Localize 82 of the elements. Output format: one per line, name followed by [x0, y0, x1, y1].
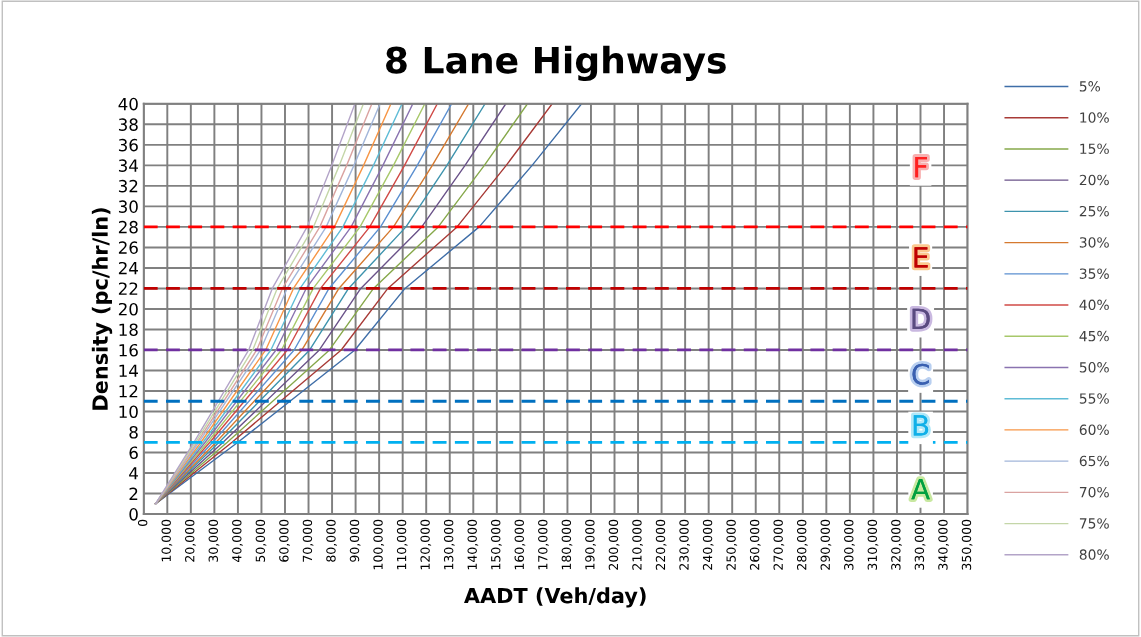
y-tick-label: 32	[118, 179, 138, 193]
legend-label: 10%	[1080, 112, 1109, 123]
x-tick-label: 70,000	[302, 519, 314, 562]
y-tick-label: 28	[118, 220, 138, 234]
legend-label: 80%	[1079, 549, 1109, 560]
y-axis-title: Density (pc/hr/ln)	[91, 208, 113, 410]
y-tick-label: 26	[118, 241, 138, 254]
legend-label: 25%	[1079, 205, 1109, 217]
x-tick-label: 130,000	[443, 519, 455, 570]
annotation: F	[915, 156, 927, 178]
x-tick-label: 120,000	[420, 519, 432, 570]
x-tick-label: 210,000	[632, 519, 643, 570]
x-tick-label: 150,000	[491, 519, 502, 570]
annotation: A	[911, 478, 930, 500]
y-tick-label: 20	[118, 302, 138, 316]
x-tick-label: 320,000	[891, 519, 902, 570]
legend-label: 45%	[1079, 330, 1109, 342]
y-tick-label: 24	[118, 261, 138, 275]
y-tick-label: 12	[119, 384, 138, 398]
x-tick-label: 100,000	[373, 519, 385, 570]
x-tick-label: 230,000	[679, 519, 691, 570]
legend-label: 40%	[1079, 299, 1109, 311]
x-tick-label: 350,000	[961, 519, 973, 570]
x-tick-label: 180,000	[561, 519, 573, 570]
x-tick-label: 190,000	[585, 519, 596, 570]
x-tick-label: 50,000	[255, 519, 267, 562]
x-tick-label: 170,000	[538, 519, 549, 570]
x-axis-title: AADT (Veh/day)	[464, 587, 646, 608]
x-tick-label: 270,000	[773, 519, 785, 570]
legend-label: 50%	[1079, 362, 1109, 373]
x-tick-label: 0	[137, 519, 148, 527]
legend-label: 5%	[1079, 81, 1101, 92]
y-tick-label: 36	[118, 138, 138, 152]
y-tick-label: 10	[119, 405, 138, 419]
x-tick-label: 60,000	[279, 519, 290, 562]
x-tick-label: 90,000	[349, 519, 361, 562]
x-tick-label: 20,000	[185, 519, 196, 562]
x-tick-label: 220,000	[655, 519, 667, 570]
x-tick-label: 240,000	[702, 519, 714, 570]
legend-label: 15%	[1080, 143, 1109, 155]
y-tick-label: 14	[119, 364, 138, 377]
x-tick-label: 310,000	[867, 519, 879, 570]
y-tick-label: 0	[129, 508, 138, 521]
x-tick-label: 10,000	[161, 519, 173, 562]
y-tick-label: 40	[118, 97, 138, 111]
legend-label: 60%	[1079, 424, 1109, 435]
x-tick-label: 300,000	[844, 519, 855, 570]
x-tick-label: 40,000	[232, 519, 243, 563]
annotation: D	[912, 308, 930, 329]
x-tick-label: 200,000	[608, 519, 620, 570]
x-tick-label: 260,000	[749, 519, 761, 570]
x-tick-label: 110,000	[396, 519, 408, 570]
x-tick-label: 280,000	[796, 519, 808, 570]
y-tick-label: 2	[129, 487, 138, 500]
y-tick-label: 6	[129, 446, 138, 460]
y-tick-label: 22	[118, 282, 138, 295]
y-tick-label: 34	[118, 159, 138, 172]
y-tick-label: 30	[118, 200, 138, 213]
y-tick-label: 4	[129, 467, 138, 480]
y-tick-label: 8	[129, 425, 138, 439]
x-tick-label: 160,000	[514, 519, 526, 570]
x-tick-label: 250,000	[726, 519, 738, 570]
x-tick-label: 330,000	[914, 519, 926, 570]
x-tick-label: 30,000	[208, 519, 220, 562]
x-tick-label: 140,000	[467, 519, 479, 570]
y-tick-label: 38	[118, 118, 138, 131]
y-tick-label: 18	[119, 323, 138, 337]
legend-label: 55%	[1079, 393, 1109, 404]
annotation: C	[912, 363, 929, 385]
x-tick-label: 290,000	[820, 519, 832, 570]
annotation: E	[914, 247, 928, 268]
legend-label: 75%	[1079, 518, 1109, 529]
y-tick-label: 16	[119, 343, 138, 357]
chart-title: 8 Lane Highways	[386, 45, 726, 82]
legend-label: 30%	[1079, 237, 1109, 248]
legend-label: 35%	[1079, 268, 1109, 279]
x-tick-label: 340,000	[938, 519, 949, 570]
legend-label: 70%	[1079, 486, 1109, 498]
legend-label: 20%	[1079, 174, 1109, 186]
x-tick-label: 80,000	[326, 519, 337, 562]
annotation: B	[913, 415, 929, 436]
legend-label: 65%	[1079, 455, 1109, 467]
